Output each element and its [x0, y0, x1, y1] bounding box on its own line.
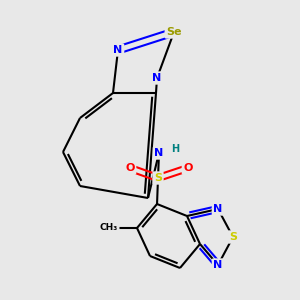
- Text: Se: Se: [166, 27, 182, 37]
- Text: S: S: [154, 173, 162, 183]
- Text: N: N: [213, 204, 223, 214]
- Text: CH₃: CH₃: [100, 224, 118, 232]
- Text: N: N: [154, 148, 164, 158]
- Text: O: O: [125, 163, 135, 173]
- Text: N: N: [213, 260, 223, 270]
- Text: S: S: [229, 232, 237, 242]
- Text: N: N: [152, 73, 162, 83]
- Text: H: H: [171, 144, 179, 154]
- Text: N: N: [113, 45, 123, 55]
- Text: O: O: [183, 163, 193, 173]
